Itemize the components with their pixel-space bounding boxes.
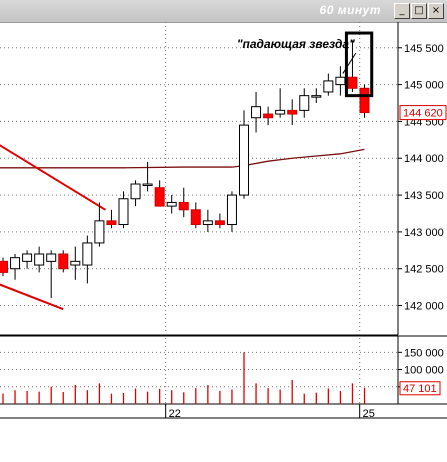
highlight-box xyxy=(344,31,374,98)
candle xyxy=(58,250,69,273)
candle-body-down xyxy=(359,87,370,114)
candle-body-up xyxy=(130,183,141,200)
candle xyxy=(106,209,117,229)
candle-body-up xyxy=(46,253,57,262)
candle xyxy=(154,180,165,207)
candle xyxy=(0,257,8,277)
candle xyxy=(239,110,249,199)
candle-body-down xyxy=(0,260,8,273)
candle xyxy=(130,180,141,207)
time-tick-label: 25 xyxy=(363,408,375,420)
candle xyxy=(335,66,346,96)
price-tick-label: 145 500 xyxy=(404,43,444,55)
candle xyxy=(10,253,21,280)
candle xyxy=(82,235,93,284)
last-price-label: 144 620 xyxy=(403,108,443,120)
candle xyxy=(190,202,201,229)
candle xyxy=(34,246,45,273)
candle-body-up xyxy=(166,201,177,207)
candle xyxy=(94,202,105,247)
moving-average-line xyxy=(0,148,365,169)
candle xyxy=(178,187,189,218)
price-tick-label: 144 000 xyxy=(404,153,444,165)
candle-body-up xyxy=(142,183,153,187)
last-volume-box xyxy=(399,381,441,396)
price-tick-label: 144 500 xyxy=(404,116,444,128)
volume-tick-label: 150 000 xyxy=(404,347,444,359)
candle xyxy=(46,250,57,299)
candle xyxy=(263,106,274,126)
candle-body-up xyxy=(251,106,262,119)
candle xyxy=(142,161,153,192)
candle xyxy=(323,73,334,96)
price-tick-label: 142 500 xyxy=(404,264,444,276)
candle-body-up xyxy=(239,124,249,196)
trend-line xyxy=(0,144,106,211)
candle-body-up xyxy=(118,198,129,226)
minimize-button[interactable]: _ xyxy=(394,3,410,19)
candle-body-up xyxy=(299,95,310,111)
time-tick-label: 22 xyxy=(169,408,181,420)
trend-line xyxy=(0,283,64,311)
price-tick-label: 143 500 xyxy=(404,190,444,202)
price-tick-label: 142 000 xyxy=(404,301,444,313)
time-axis-pane: 22 25 xyxy=(0,404,447,420)
candle-body-up xyxy=(335,76,346,86)
candle xyxy=(299,88,310,118)
candle-body-up xyxy=(202,220,213,226)
price-tick-label: 143 000 xyxy=(404,227,444,239)
candle-body-up xyxy=(226,194,237,226)
last-price-box xyxy=(399,105,447,121)
candle xyxy=(118,191,129,229)
annotation-label: "падающая звезда" xyxy=(237,37,355,51)
candle xyxy=(311,88,322,104)
candle-body-up xyxy=(323,80,334,93)
candle xyxy=(287,99,298,126)
candle-body-down xyxy=(154,187,165,207)
candle-body-up xyxy=(22,253,33,262)
candle-body-up xyxy=(82,242,93,266)
candle xyxy=(214,213,225,229)
candle-body-up xyxy=(311,95,322,98)
candle-body-up xyxy=(70,260,81,266)
volume-tick-label: 100 000 xyxy=(404,365,444,377)
candle-body-down xyxy=(178,201,189,211)
candle-body-down xyxy=(287,109,298,115)
candle xyxy=(251,91,262,133)
candle xyxy=(166,195,177,214)
candle-body-down xyxy=(263,113,274,119)
candle xyxy=(226,191,237,232)
candle xyxy=(275,88,286,118)
restore-button[interactable]: □ xyxy=(411,3,427,19)
window-titlebar: 60 минут _ □ × xyxy=(0,0,447,23)
close-button[interactable]: × xyxy=(428,3,444,19)
candle xyxy=(22,250,33,269)
candle xyxy=(70,246,81,280)
price-pane: 142 000 142 500 143 000 143 500 144 000 144 5… xyxy=(0,22,447,336)
candle-body-down xyxy=(190,209,201,226)
candle xyxy=(347,40,358,92)
candle-body-up xyxy=(94,220,105,244)
candle-body-up xyxy=(275,109,286,115)
candle-body-down xyxy=(58,253,69,270)
window-title: 60 минут xyxy=(319,3,381,17)
chart: 142 000 142 500 143 000 143 500 144 000 144 5… xyxy=(0,22,447,420)
candle-body-down xyxy=(347,76,358,89)
last-volume-label: 47 101 xyxy=(403,383,437,395)
candle-body-down xyxy=(214,220,225,226)
candle xyxy=(202,209,213,232)
candle-body-down xyxy=(106,220,117,226)
candle-body-up xyxy=(10,257,21,270)
annotation-pointer xyxy=(342,52,357,74)
candle xyxy=(359,84,370,118)
candle-body-up xyxy=(34,253,45,266)
price-tick-label: 145 000 xyxy=(404,80,444,92)
